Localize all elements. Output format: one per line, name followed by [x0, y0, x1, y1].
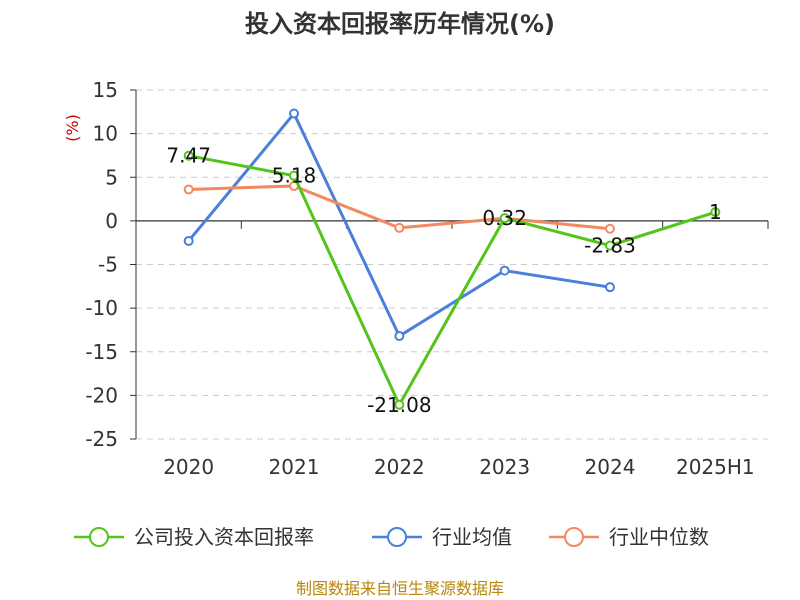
y-tick-label: 5 [105, 165, 118, 189]
legend-label: 行业中位数 [609, 525, 709, 549]
data-point[interactable] [394, 222, 405, 233]
series-lines [183, 108, 721, 410]
y-tick-label: -15 [85, 340, 118, 364]
data-point[interactable] [605, 223, 615, 234]
data-point[interactable] [183, 150, 194, 161]
y-tick-label: 10 [93, 122, 118, 146]
y-tick-label: -20 [85, 383, 118, 407]
legend[interactable]: 公司投入资本回报率 行业均值 行业中位数 [74, 525, 709, 549]
legend-label: 行业均值 [432, 525, 512, 549]
axes: 15 10 5 0 -5 -10 -15 -20 -25 2020 2021 2022 2023 2024… [85, 78, 769, 479]
data-point[interactable] [394, 399, 405, 410]
data-label: -21.08 [367, 393, 431, 417]
data-label: 5.18 [272, 164, 317, 188]
y-tick-label: 15 [93, 78, 118, 102]
data-point[interactable] [183, 235, 194, 246]
legend-marker [387, 527, 407, 547]
data-point[interactable] [183, 184, 194, 195]
data-point[interactable] [605, 240, 615, 251]
data-point[interactable] [289, 108, 299, 119]
series-line-2 [188, 184, 611, 231]
x-tick-label: 2025H1 [676, 455, 755, 479]
legend-item-2[interactable]: 行业中位数 [549, 525, 709, 549]
data-label: 7.47 [166, 144, 211, 168]
source-note: 制图数据来自恒生聚源数据库 [296, 579, 504, 598]
data-point[interactable] [499, 213, 510, 224]
y-tick-label: 0 [105, 209, 118, 233]
legend-item-1[interactable]: 行业均值 [372, 525, 512, 549]
data-label: 0.32 [482, 206, 527, 230]
x-tick-label: 2021 [269, 455, 320, 479]
y-tick-label: -5 [98, 253, 118, 277]
data-point[interactable] [499, 265, 510, 276]
legend-item-0[interactable]: 公司投入资本回报率 [74, 525, 314, 549]
legend-marker [564, 527, 584, 547]
x-tick-label: 2022 [374, 455, 425, 479]
y-axis-label: (%) [63, 114, 82, 142]
data-labels: 7.47 5.18 -21.08 0.32 -2.83 1 [166, 144, 721, 417]
chart-title: 投入资本回报率历年情况(%) [245, 10, 555, 38]
data-point[interactable] [394, 331, 405, 342]
legend-label: 公司投入资本回报率 [134, 525, 314, 549]
x-tick-label: 2024 [585, 455, 636, 479]
grid-lines [136, 89, 768, 440]
x-tick-label: 2020 [163, 455, 214, 479]
y-tick-label: -25 [85, 427, 118, 451]
data-point[interactable] [710, 207, 721, 218]
series-line-0 [188, 154, 716, 407]
data-label: -2.83 [584, 234, 636, 258]
x-tick-label: 2023 [479, 455, 530, 479]
data-label: 1 [709, 200, 722, 224]
legend-marker [89, 527, 109, 547]
y-tick-label: -10 [85, 296, 118, 320]
data-point[interactable] [289, 170, 299, 181]
data-point[interactable] [605, 282, 615, 293]
